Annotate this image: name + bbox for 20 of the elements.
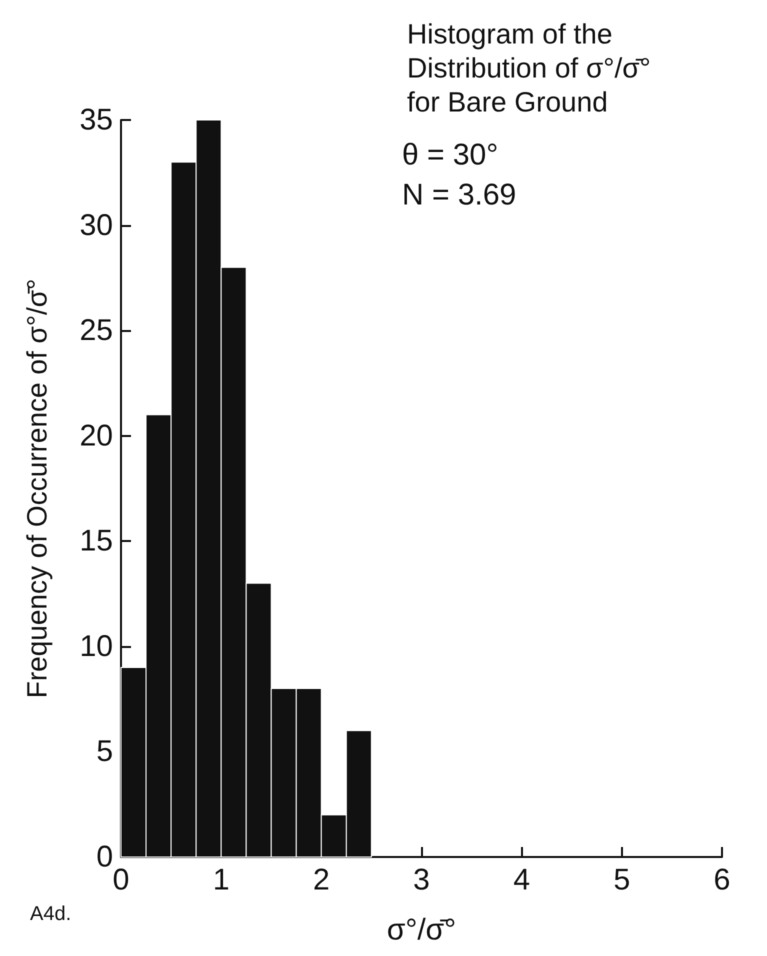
annotation: θ = 30° xyxy=(402,138,498,172)
annotation: N = 3.69 xyxy=(402,178,516,212)
x-tick-label: 1 xyxy=(212,864,230,896)
y-tick-label: 30 xyxy=(80,208,113,242)
y-tick-label: 15 xyxy=(80,524,113,558)
x-tick-label: 3 xyxy=(413,864,430,896)
y-axis-title: Frequency of Occurrence of σ°/σ̄° xyxy=(22,278,52,698)
y-tick-label: 0 xyxy=(96,840,113,874)
y-tick-label: 5 xyxy=(96,735,113,768)
y-tick-label: 20 xyxy=(80,419,113,452)
chart-title: Histogram of the Distribution of σ°/σ̄° for Bare Ground xyxy=(407,18,651,118)
x-tick-label: 2 xyxy=(312,864,330,896)
y-tick-label: 10 xyxy=(80,630,113,663)
y-tick-label: 25 xyxy=(80,314,113,348)
x-tick-label: 5 xyxy=(613,864,630,896)
text: A4d. xyxy=(30,903,72,925)
x-tick-label: 6 xyxy=(714,864,730,896)
x-axis-title: σ°/σ̄° xyxy=(386,914,456,946)
y-tick-label: 35 xyxy=(80,104,113,136)
x-tick-label: 4 xyxy=(513,864,530,896)
